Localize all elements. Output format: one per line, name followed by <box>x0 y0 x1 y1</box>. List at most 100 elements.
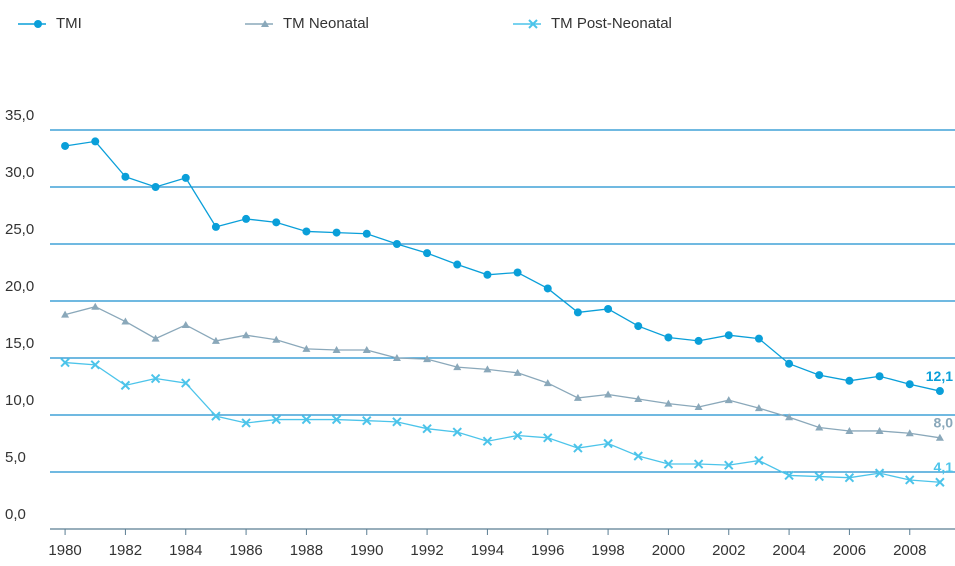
point <box>331 414 342 425</box>
point <box>664 399 673 407</box>
point <box>61 141 70 150</box>
point <box>573 308 582 317</box>
x-tick-label: 1982 <box>109 542 142 559</box>
point <box>785 413 794 421</box>
point <box>604 304 613 313</box>
point <box>513 368 522 376</box>
point <box>845 426 854 434</box>
point <box>151 334 160 342</box>
legend-marker <box>261 20 269 27</box>
point <box>392 417 402 427</box>
point <box>814 471 824 482</box>
point <box>905 429 914 437</box>
point <box>784 470 794 481</box>
series-line <box>64 306 941 439</box>
x-tick-label: 1998 <box>591 542 624 559</box>
point <box>844 472 855 483</box>
point <box>272 218 281 227</box>
data-label: 12,1 <box>926 368 953 384</box>
x-tick-label: 1988 <box>290 542 323 559</box>
point <box>151 183 160 191</box>
point <box>453 260 462 269</box>
point <box>875 372 884 381</box>
point <box>754 334 763 343</box>
point <box>573 393 582 401</box>
point <box>362 346 371 354</box>
point <box>181 320 190 328</box>
point <box>573 443 583 453</box>
point <box>543 284 552 293</box>
point <box>271 414 281 425</box>
point <box>754 455 764 466</box>
point <box>392 354 401 361</box>
point <box>935 387 944 396</box>
point <box>634 395 643 403</box>
point <box>452 427 462 437</box>
point <box>91 137 100 146</box>
point <box>513 268 522 277</box>
y-tick-label: 10,0 <box>5 392 34 409</box>
point <box>423 355 432 363</box>
point <box>633 451 643 461</box>
point <box>242 331 251 339</box>
x-tick-label: 2002 <box>712 542 745 559</box>
point <box>483 365 492 373</box>
point <box>181 378 191 388</box>
point <box>694 403 703 411</box>
legend-label: TMI <box>56 15 82 32</box>
x-tick-label: 1986 <box>229 542 262 559</box>
point <box>483 270 492 279</box>
point <box>935 433 944 441</box>
y-tick-label: 20,0 <box>5 278 34 295</box>
point <box>528 19 538 29</box>
point <box>242 214 251 223</box>
point <box>91 302 100 310</box>
point <box>724 396 733 404</box>
point <box>453 363 462 371</box>
point <box>211 411 221 421</box>
point <box>694 336 703 345</box>
x-tick-label: 2004 <box>772 542 805 559</box>
point <box>482 436 493 446</box>
point <box>392 240 401 248</box>
point <box>181 173 190 182</box>
point <box>543 379 552 387</box>
series-line <box>65 361 940 483</box>
point <box>815 423 824 431</box>
point <box>120 380 131 391</box>
point <box>90 360 100 370</box>
point <box>150 373 161 384</box>
point <box>604 390 613 398</box>
x-tick-label: 1996 <box>531 542 564 559</box>
point <box>512 430 523 441</box>
data-label: 4,1 <box>934 459 954 475</box>
point <box>664 333 673 342</box>
y-tick-label: 25,0 <box>5 221 34 238</box>
point <box>663 459 674 469</box>
point <box>121 317 130 325</box>
point <box>785 359 794 368</box>
point <box>603 438 613 449</box>
x-tick-label: 1990 <box>350 542 383 559</box>
point <box>211 336 220 344</box>
point <box>332 228 341 237</box>
series-line <box>64 140 941 392</box>
legend-label: TM Neonatal <box>283 15 369 32</box>
point <box>261 20 269 27</box>
point <box>905 475 915 485</box>
point <box>272 335 281 343</box>
point <box>332 346 341 354</box>
x-tick-label: 2000 <box>652 542 685 559</box>
point <box>362 415 372 426</box>
point <box>724 460 734 470</box>
point <box>121 172 130 181</box>
x-tick-label: 1992 <box>410 542 443 559</box>
point <box>423 249 432 258</box>
point <box>815 371 824 380</box>
point <box>422 423 432 434</box>
data-label: 8,0 <box>934 415 954 431</box>
point <box>362 229 371 238</box>
point <box>60 357 70 368</box>
x-tick-label: 2006 <box>833 542 866 559</box>
